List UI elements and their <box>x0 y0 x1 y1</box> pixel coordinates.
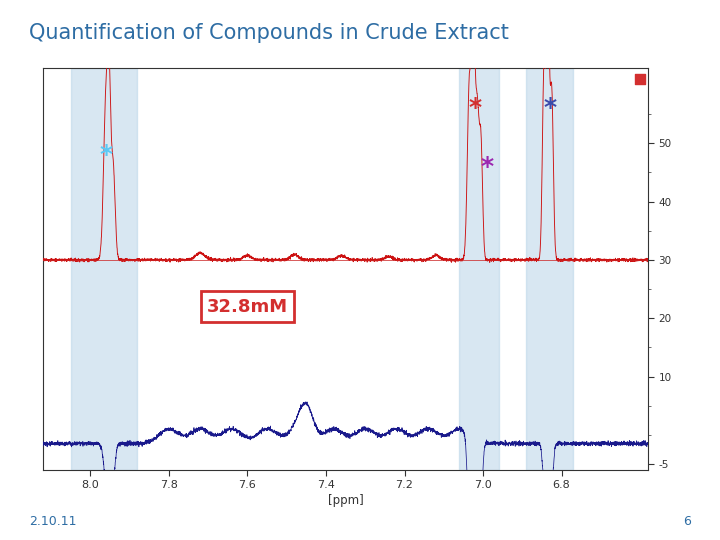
Point <box>634 75 646 84</box>
X-axis label: [ppm]: [ppm] <box>328 495 364 508</box>
Bar <box>526 68 573 470</box>
Text: *: * <box>480 154 493 179</box>
Text: *: * <box>99 143 112 167</box>
Text: *: * <box>469 96 482 120</box>
Text: *: * <box>544 96 557 120</box>
Text: Quantification of Compounds in Crude Extract: Quantification of Compounds in Crude Ext… <box>29 23 508 43</box>
Text: 32.8mM: 32.8mM <box>207 298 288 315</box>
Text: 6: 6 <box>683 515 691 528</box>
Text: 2.10.11: 2.10.11 <box>29 515 76 528</box>
Bar <box>71 68 138 470</box>
Bar <box>459 68 499 470</box>
